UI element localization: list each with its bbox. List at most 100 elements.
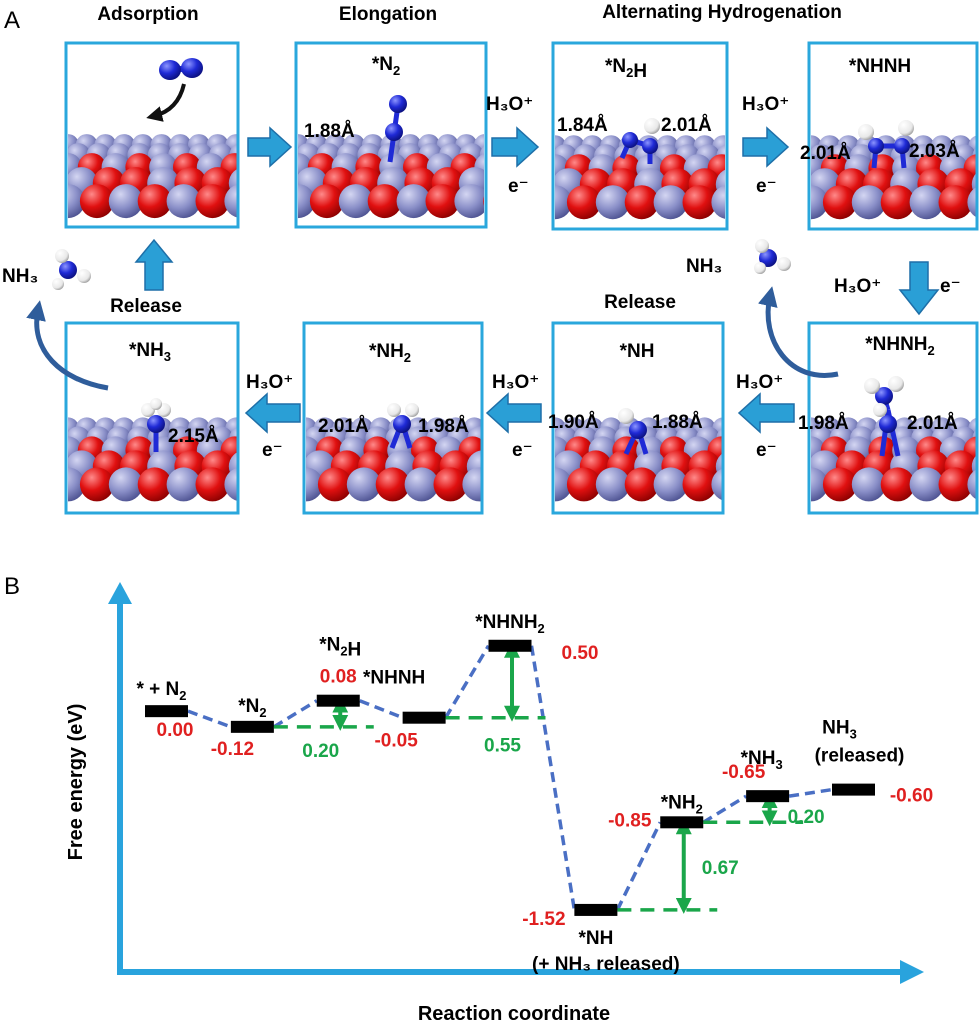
nh-adsorbate [618, 408, 649, 456]
arrow-adsorption-to-n2 [247, 126, 293, 168]
state-energy-value: 0.00 [157, 720, 194, 741]
barrier-value: 0.67 [702, 858, 739, 879]
state-energy-value: -0.65 [722, 762, 766, 783]
y-axis-arrowhead [108, 582, 132, 604]
release-label-left: Release [110, 296, 182, 317]
nhnh2-adsorbate [864, 376, 904, 457]
nh3-molecule-left [52, 249, 91, 290]
stage-title-alternating: Alternating Hydrogenation [602, 2, 842, 23]
state-energy-value: -0.85 [608, 810, 652, 831]
box-nh2-bond-2: 1.98Å [418, 416, 469, 437]
nh3-molecule-right [754, 239, 791, 274]
state-energy-value: -1.52 [522, 909, 565, 930]
box-n2h-title: *N2H [605, 56, 647, 82]
state-label: *NHNH [363, 668, 425, 689]
reagent-electron-3: e⁻ [940, 276, 961, 297]
reagent-proton-5: H₃O⁺ [492, 372, 539, 393]
box-nhnh2-title: *NHNH2 [865, 334, 935, 358]
state-energy-value: -0.12 [211, 739, 254, 760]
box-nh2-title: *NH2 [369, 341, 411, 365]
y-axis-label: Free energy (eV) [65, 704, 87, 861]
surface-slab [68, 134, 238, 219]
axes [108, 582, 924, 984]
energy-level-bar [488, 639, 532, 652]
box-nhnh-title: *NHNH [849, 56, 911, 77]
box-nh3-bond-1: 2.15Å [168, 426, 219, 447]
box-adsorption [64, 41, 240, 229]
box-n2h: *N2H 1.84Å 2.01Å [551, 41, 729, 231]
energy-level-bar [402, 711, 446, 724]
box-nh3: *NH3 2.15Å [64, 321, 240, 515]
box-nh-bond-1: 1.90Å [548, 412, 599, 433]
box-n2h-bond-1: 1.84Å [557, 115, 608, 136]
adsorption-curve-arrow [146, 83, 186, 122]
n2h-adsorbate [619, 118, 660, 164]
energy-level-bar [660, 816, 704, 829]
arrow-nh-to-nh2 [485, 392, 542, 434]
state-energy-value: 0.50 [562, 643, 599, 664]
arrow-nhnh2-to-nh [737, 392, 795, 434]
energy-path-segment [444, 644, 491, 719]
n2-adsorbate [385, 95, 407, 163]
arrow-nh2-to-nh3 [244, 392, 301, 434]
state-label: NH3 [822, 718, 857, 742]
stage-title-adsorption: Adsorption [97, 4, 198, 25]
box-n2-bond-1: 1.88Å [304, 121, 355, 142]
box-nh2: *NH2 2.01Å 1.98Å [302, 321, 484, 515]
energy-path-segment [529, 645, 577, 911]
box-n2h-bond-2: 2.01Å [661, 115, 712, 136]
energy-level-bar [746, 790, 790, 803]
release-label-right: Release [604, 292, 676, 313]
box-nhnh2-bond-2: 2.01Å [907, 413, 958, 434]
arrow-n2h-to-nhnh [742, 126, 790, 168]
release-curve-arrow-left [26, 300, 109, 391]
state-energy-value: -0.05 [374, 731, 418, 752]
barrier-value: 0.55 [484, 736, 521, 757]
box-nhnh2-bond-1: 1.98Å [798, 413, 849, 434]
energy-path-segment [187, 709, 232, 729]
x-axis-arrowhead [900, 960, 924, 984]
energy-level-bar [316, 694, 360, 707]
n2-molecule [159, 58, 203, 80]
reagent-electron-2: e⁻ [756, 176, 777, 197]
box-n2-title: *N2 [372, 54, 400, 78]
energy-path-segment [272, 699, 318, 729]
panel-a-letter: A [4, 7, 20, 34]
panel-b-letter: B [4, 573, 20, 600]
box-n2: *N2 1.88Å [294, 41, 488, 229]
arrow-n2-to-n2h [491, 126, 540, 168]
nh2-adsorbate [387, 403, 419, 449]
barrier-value: 0.20 [302, 741, 339, 762]
reagent-proton-1: H₃O⁺ [486, 94, 533, 115]
reagent-electron-6: e⁻ [262, 440, 283, 461]
reagent-electron-4: e⁻ [756, 440, 777, 461]
reagent-proton-4: H₃O⁺ [736, 372, 783, 393]
energy-level-bar [832, 783, 875, 796]
released-molecule-right: NH₃ [686, 256, 722, 277]
x-axis-label: Reaction coordinate [418, 1003, 610, 1024]
box-nhnh: *NHNH 2.01Å 2.03Å [800, 41, 979, 231]
energy-path-segment [788, 787, 833, 798]
reagent-electron-1: e⁻ [508, 176, 529, 197]
box-nhnh-bond-1: 2.01Å [800, 143, 851, 164]
state-label: *NHNH2 [475, 612, 544, 636]
reagent-proton-6: H₃O⁺ [246, 372, 293, 393]
barrier-value: 0.20 [788, 807, 825, 828]
box-nh-bond-2: 1.88Å [652, 412, 703, 433]
box-nhnh-bond-2: 2.03Å [909, 141, 960, 162]
state-label: *NH [578, 928, 613, 949]
state-label: *NH2 [661, 792, 703, 816]
box-nh: *NH 1.90Å 1.88Å [548, 321, 725, 515]
reagent-proton-2: H₃O⁺ [742, 94, 789, 115]
energy-level-bar [574, 903, 618, 916]
arrow-nhnh-to-nhnh2 [898, 261, 940, 316]
box-nh3-title: *NH3 [129, 340, 171, 364]
energy-level-bar [145, 705, 188, 718]
box-nhnh2: *NHNH2 1.98Å 2.01Å [798, 321, 979, 515]
box-nh2-bond-1: 2.01Å [318, 416, 369, 437]
state-sublabel: (released) [815, 746, 905, 767]
state-label: *N2H [319, 635, 361, 661]
nhnh-adsorbate [858, 120, 914, 169]
state-label: * + N2 [137, 679, 187, 703]
